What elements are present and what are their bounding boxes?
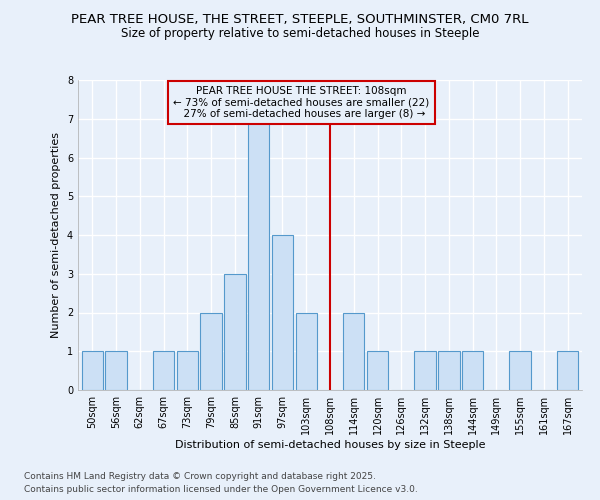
Text: Contains public sector information licensed under the Open Government Licence v3: Contains public sector information licen… [24, 485, 418, 494]
Bar [557, 351, 578, 390]
Text: PEAR TREE HOUSE, THE STREET, STEEPLE, SOUTHMINSTER, CM0 7RL: PEAR TREE HOUSE, THE STREET, STEEPLE, SO… [71, 12, 529, 26]
X-axis label: Distribution of semi-detached houses by size in Steeple: Distribution of semi-detached houses by … [175, 440, 485, 450]
Bar [415, 351, 436, 390]
Bar [509, 351, 531, 390]
Bar [296, 312, 317, 390]
Bar [438, 351, 460, 390]
Bar [224, 274, 245, 390]
Bar [462, 351, 484, 390]
Bar [106, 351, 127, 390]
Y-axis label: Number of semi-detached properties: Number of semi-detached properties [52, 132, 61, 338]
Bar [176, 351, 198, 390]
Bar [272, 235, 293, 390]
Text: Contains HM Land Registry data © Crown copyright and database right 2025.: Contains HM Land Registry data © Crown c… [24, 472, 376, 481]
Bar [200, 312, 222, 390]
Bar [82, 351, 103, 390]
Text: Size of property relative to semi-detached houses in Steeple: Size of property relative to semi-detach… [121, 28, 479, 40]
Bar [367, 351, 388, 390]
Bar [153, 351, 174, 390]
Text: PEAR TREE HOUSE THE STREET: 108sqm
← 73% of semi-detached houses are smaller (22: PEAR TREE HOUSE THE STREET: 108sqm ← 73%… [173, 86, 430, 119]
Bar [343, 312, 364, 390]
Bar [248, 118, 269, 390]
